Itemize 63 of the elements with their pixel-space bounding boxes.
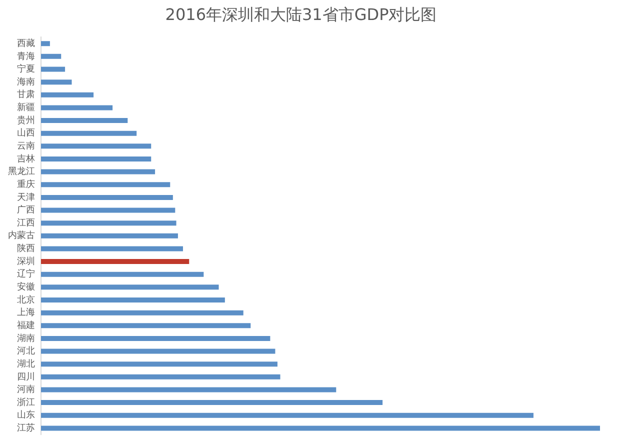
bar [41, 400, 383, 406]
bar [41, 233, 178, 238]
y-tick-label: 湖南 [17, 332, 35, 344]
y-tick-label: 宁夏 [17, 64, 35, 75]
y-tick-label: 辽宁 [17, 268, 35, 280]
bar [41, 348, 276, 354]
bar [41, 272, 204, 277]
y-tick-label: 河北 [17, 346, 35, 357]
y-tick-label: 山东 [17, 410, 35, 421]
y-tick-label: 上海 [17, 307, 35, 318]
bar [41, 41, 50, 46]
y-tick-label: 甘肃 [17, 89, 35, 100]
y-tick-label: 江西 [17, 217, 35, 228]
bar [41, 323, 251, 328]
bar [41, 297, 225, 302]
bar [41, 246, 183, 252]
y-tick-label: 北京 [17, 294, 35, 306]
y-tick-label: 海南 [17, 76, 35, 88]
y-tick-label: 吉林 [17, 153, 35, 164]
y-tick-label: 湖北 [17, 358, 35, 370]
bar [41, 259, 190, 264]
y-tick-label: 重庆 [17, 178, 35, 190]
bar [41, 118, 128, 124]
y-tick-label: 云南 [17, 140, 35, 152]
bar [41, 105, 113, 110]
y-tick-label: 内蒙古 [8, 230, 35, 242]
y-tick-label: 青海 [17, 50, 35, 62]
bar [41, 310, 244, 316]
y-tick-label: 河南 [17, 384, 35, 396]
y-tick-label: 贵州 [17, 114, 35, 126]
bar [41, 362, 278, 367]
bar [41, 169, 156, 174]
y-tick-label: 深圳 [17, 256, 35, 267]
bar [41, 182, 170, 188]
y-tick-label: 四川 [17, 371, 35, 382]
y-tick-label: 新疆 [17, 102, 35, 114]
bar [41, 284, 219, 290]
y-tick-label: 天津 [17, 192, 35, 203]
bar [41, 374, 280, 380]
y-tick-label: 广西 [17, 204, 35, 216]
y-tick-label: 江苏 [17, 422, 35, 434]
bar [41, 80, 72, 85]
bar [41, 92, 94, 98]
bar [41, 426, 600, 431]
y-tick-label: 西藏 [17, 38, 35, 49]
bar [41, 144, 152, 149]
y-tick-label: 黑龙江 [8, 166, 35, 178]
y-tick-label: 陕西 [17, 243, 35, 254]
bar [41, 194, 173, 200]
bar [41, 130, 137, 136]
bar [41, 412, 534, 418]
chart-title: 2016年深圳和大陆31省市GDP对比图 [165, 4, 437, 24]
y-tick-label: 山西 [17, 128, 35, 139]
bar [41, 66, 66, 72]
bar [41, 387, 336, 392]
bar [41, 208, 176, 213]
bar [41, 220, 176, 226]
bar [41, 54, 62, 59]
bar [41, 156, 152, 162]
bar [41, 336, 270, 341]
y-tick-label: 安徽 [17, 282, 35, 293]
y-tick-label: 福建 [17, 320, 35, 331]
y-tick-label: 浙江 [17, 396, 35, 408]
